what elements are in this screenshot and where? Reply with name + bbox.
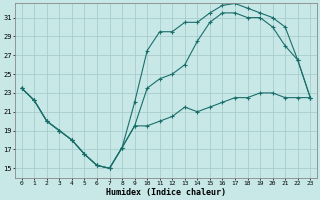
X-axis label: Humidex (Indice chaleur): Humidex (Indice chaleur): [106, 188, 226, 197]
